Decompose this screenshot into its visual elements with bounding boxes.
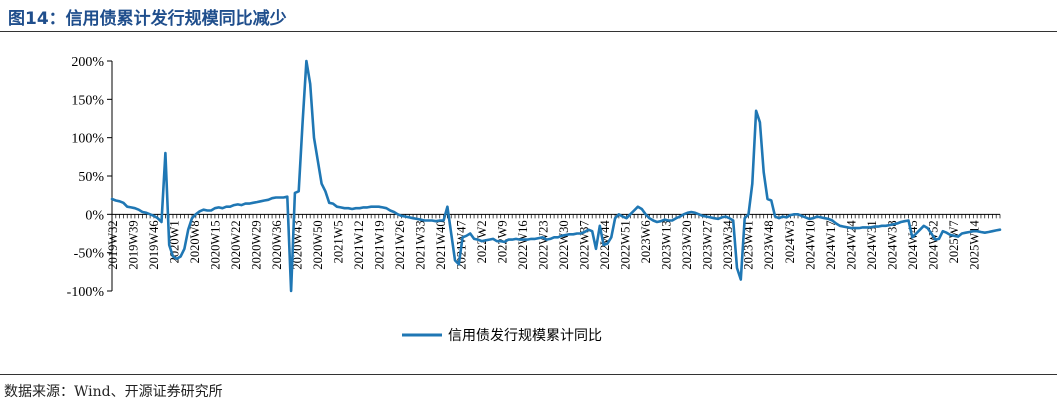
y-tick-label: 0% <box>85 208 104 223</box>
x-tick-label: 2023W20 <box>680 220 694 269</box>
x-tick-label: 2021W12 <box>352 220 366 269</box>
y-tick-label: 100% <box>71 132 104 147</box>
series-line <box>110 59 1002 293</box>
figure-title: 图14：信用债累计发行规模同比减少 <box>8 9 287 29</box>
x-tick-label: 2022W37 <box>578 220 592 269</box>
x-tick-label: 2019W32 <box>106 220 120 269</box>
x-tick-label: 2021W5 <box>332 220 346 263</box>
x-tick-label: 2024W24 <box>844 220 858 270</box>
x-tick-label: 2021W40 <box>434 220 448 269</box>
legend-label: 信用债发行规模累计同比 <box>448 328 602 344</box>
x-tick-label: 2023W27 <box>701 220 715 269</box>
x-tick-label: 2024W17 <box>824 220 838 269</box>
x-tick-label: 2020W8 <box>188 220 202 263</box>
x-tick-label: 2024W10 <box>803 220 817 269</box>
x-tick-label: 2021W19 <box>373 220 387 269</box>
x-tick-label: 2025W14 <box>967 220 981 270</box>
y-tick-label: 150% <box>71 93 104 108</box>
x-tick-label: 2024W45 <box>906 220 920 269</box>
y-tick-label: 200% <box>71 55 104 70</box>
x-tick-label: 2021W33 <box>414 220 428 269</box>
x-tick-label: 2020W50 <box>311 220 325 269</box>
x-tick-label: 2023W41 <box>742 220 756 269</box>
x-tick-label: 2024W38 <box>885 220 899 269</box>
x-tick-label: 2025W7 <box>947 220 961 263</box>
x-tick-label: 2023W6 <box>639 220 653 263</box>
x-tick-label: 2024W3 <box>783 220 797 263</box>
x-tick-label: 2019W39 <box>127 220 141 269</box>
x-tick-label: 2022W51 <box>619 220 633 269</box>
x-tick-label: 2020W29 <box>250 220 264 269</box>
x-tick-label: 2020W36 <box>270 220 284 269</box>
x-tick-label: 2022W16 <box>516 220 530 269</box>
series-layer <box>110 59 1002 293</box>
x-tick-label: 2022W23 <box>537 220 551 269</box>
y-tick-label: 50% <box>78 170 104 185</box>
y-axis: -100% -50% 0% 50% 100% 150% 200% <box>67 55 113 300</box>
x-tick-label: 2023W13 <box>660 220 674 269</box>
x-tick-label: 2019W46 <box>147 220 161 269</box>
source-note: 数据来源：Wind、开源证券研究所 <box>4 384 223 400</box>
x-axis: 2019W32 2019W39 2019W46 2020W1 2020W8 2020W15… <box>106 213 1001 270</box>
x-tick-label: 2022W30 <box>557 220 571 269</box>
legend: 信用债发行规模累计同比 <box>402 328 602 344</box>
top-rule <box>0 31 1057 32</box>
x-tick-label: 2023W34 <box>721 220 735 270</box>
line-chart: -100% -50% 0% 50% 100% 150% 200% 2019W32 2019W3… <box>67 55 1002 344</box>
x-tick-label: 2021W26 <box>393 220 407 269</box>
x-tick-label: 2023W48 <box>762 220 776 269</box>
x-tick-label: 2020W15 <box>209 220 223 269</box>
x-tick-label: 2024W31 <box>865 220 879 269</box>
y-tick-label: -50% <box>74 247 105 262</box>
bottom-rule <box>0 374 1057 375</box>
x-tick-label: 2020W22 <box>229 220 243 269</box>
y-tick-label: -100% <box>67 285 105 300</box>
